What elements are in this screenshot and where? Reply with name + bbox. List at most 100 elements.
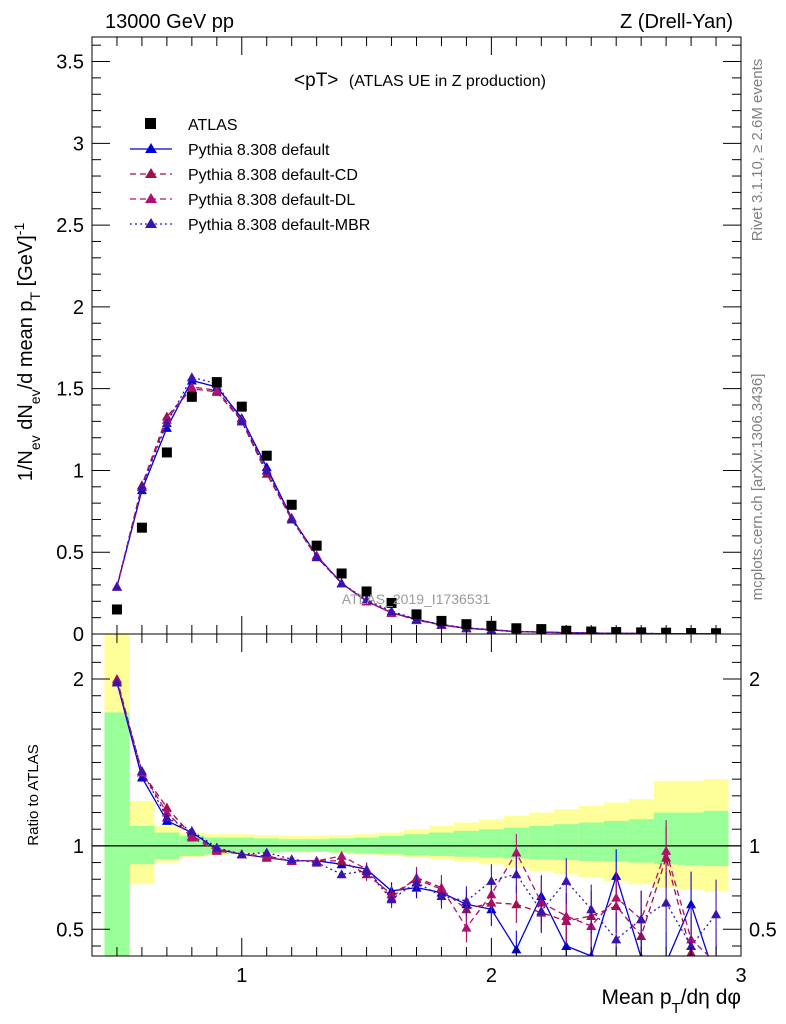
ratio-4-point [486, 875, 497, 885]
ratio-4-point [636, 914, 647, 924]
legend-atlas-marker [145, 118, 156, 129]
ratio-4-point [586, 904, 597, 914]
top-y-tick-label: 3.5 [56, 52, 84, 74]
series-4-point [336, 578, 347, 588]
ratio-4-point [436, 890, 447, 900]
ratio-3-point [611, 892, 622, 902]
ratio-3-point [161, 807, 172, 817]
ratio-4-point [611, 934, 622, 944]
ratio-4-point [211, 842, 222, 852]
atlas-point [136, 522, 147, 533]
atlas-point [186, 391, 197, 402]
ratio-axes: 0.5 0.5 1 1 2 2 1 2 3 [56, 633, 777, 987]
atlas-point [211, 377, 222, 388]
atlas-point [286, 499, 297, 510]
ratio-4-point [711, 909, 722, 919]
ratio-1-point [661, 958, 671, 967]
top-y-tick-label: 0.5 [56, 542, 84, 564]
legend-marker-4 [145, 218, 157, 228]
band-inner [229, 837, 255, 853]
band-inner [478, 829, 504, 858]
band-inner [703, 810, 729, 866]
top-y-tick-label: 1 [73, 460, 84, 482]
legend-marker-1 [145, 143, 157, 153]
series-4-point [286, 514, 297, 524]
series-4-point [361, 594, 372, 604]
ratio-4-point [336, 869, 347, 879]
ratio-3-point [511, 847, 522, 857]
ratio-y-tick-label: 2 [73, 669, 84, 691]
ratio-plot-area [92, 634, 741, 983]
rivet-version-text: Rivet 3.1.10, ≥ 2.6M events [749, 59, 766, 242]
band-inner [428, 832, 454, 856]
series-4-point [111, 581, 122, 591]
top-panel-frame [92, 37, 741, 634]
plot-title: <pT> (ATLAS UE in Z production) [294, 70, 546, 91]
legend-marker-2 [145, 168, 157, 178]
legend: ATLAS Pythia 8.308 default Pythia 8.308 de… [130, 117, 370, 234]
atlas-point [161, 447, 172, 458]
series-1-point [161, 422, 172, 432]
ratio-3-point [561, 910, 572, 920]
series-4-point [161, 418, 172, 428]
band-inner [578, 822, 604, 861]
x-tick-label: 2 [486, 965, 497, 987]
series-4-point [186, 372, 197, 382]
ratio-4-point [461, 895, 472, 905]
x-axis-label: Mean pT/dη dφ [601, 986, 741, 1017]
band-inner [628, 819, 654, 863]
ratio-4-point [411, 877, 422, 887]
legend-label-1: Pythia 8.308 default [188, 142, 330, 159]
header-right: Z (Drell-Yan) [620, 11, 733, 33]
ratio-clipped-group [92, 634, 741, 983]
top-y-tick-label: 2.5 [56, 215, 84, 237]
legend-label-3: Pythia 8.308 default-DL [188, 192, 355, 209]
ratio-4-point [536, 905, 547, 915]
ratio-2-point [511, 899, 522, 909]
ratio-y-tick-label-right: 0.5 [749, 919, 777, 941]
ratio-2-point [161, 802, 172, 812]
ratio-3-point [186, 832, 197, 842]
band-inner [528, 825, 554, 860]
band-inner [553, 824, 579, 861]
band-inner [404, 834, 429, 856]
ratio-3-point [461, 922, 472, 932]
atlas-point [261, 450, 272, 461]
series-4-point [236, 416, 247, 426]
band-inner [104, 712, 130, 956]
atlas-point [336, 568, 347, 579]
top-y-tick-label: 3 [73, 133, 84, 155]
plot-title-sub: (ATLAS UE in Z production) [349, 73, 546, 90]
ratio-4-point [161, 812, 172, 822]
ratio-y-tick-label: 0.5 [56, 919, 84, 941]
ratio-4-point [686, 940, 697, 950]
ratio-4-point [111, 677, 122, 687]
series-4-point [386, 606, 397, 616]
x-tick-label: 3 [735, 965, 746, 987]
ratio-y-tick-label-right: 2 [749, 669, 760, 691]
ratio-4-point [311, 857, 322, 867]
ratio-3-point [711, 958, 721, 967]
atlas-point [311, 540, 322, 551]
ratio-y-tick-label: 1 [73, 836, 84, 858]
ratio-4-point [561, 875, 572, 885]
y-axis-label-top: 1/Nev dNev/d mean pT [GeV]-1 [11, 223, 43, 482]
atlas-point [111, 604, 122, 615]
ratio-y-tick-label-right: 1 [749, 836, 760, 858]
atlas-point [461, 619, 472, 630]
top-y-tick-label: 1.5 [56, 379, 84, 401]
y-axis-label-ratio: Ratio to ATLAS [25, 744, 42, 845]
ratio-4-point [186, 825, 197, 835]
ratio-2-point [711, 974, 721, 983]
ratio-4-point [511, 869, 522, 879]
ratio-4-point [386, 894, 397, 904]
watermark: ATLAS_2019_I1736531 [342, 591, 491, 607]
ratio-1-point [561, 940, 572, 950]
ratio-panel-frame [92, 634, 741, 956]
ratio-4-point [236, 849, 247, 859]
atlas-point [361, 586, 372, 597]
legend-label-4: Pythia 8.308 default-MBR [188, 217, 370, 234]
band-inner [453, 830, 479, 857]
series-4-point [261, 465, 272, 475]
